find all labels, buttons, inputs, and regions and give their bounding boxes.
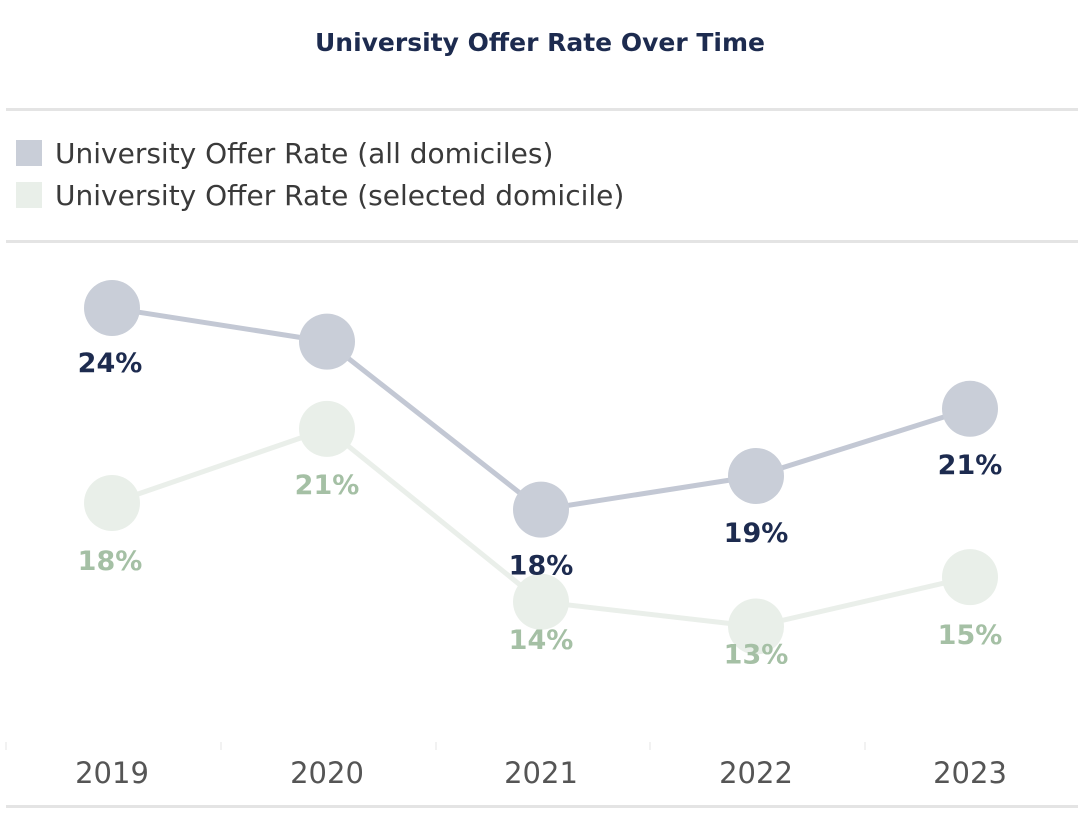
divider-bottom — [6, 805, 1078, 808]
x-tick-label-2019: 2019 — [75, 756, 149, 790]
legend-swatch-all-domiciles — [16, 140, 42, 166]
point-all-domiciles-2019 — [84, 280, 140, 336]
point-selected-domicile-2020 — [299, 400, 355, 457]
point-selected-domicile-2023 — [942, 549, 998, 606]
data-label-all-domiciles-2019: 24% — [78, 348, 143, 379]
data-label-all-domiciles-2022: 19% — [724, 518, 789, 549]
legend-label-all-domiciles: University Offer Rate (all domiciles) — [55, 136, 554, 170]
point-all-domiciles-2021 — [513, 481, 569, 538]
data-label-all-domiciles-2021: 18% — [509, 551, 574, 582]
data-label-selected-domicile-2023: 15% — [938, 620, 1003, 651]
point-selected-domicile-2021 — [513, 573, 569, 630]
point-all-domiciles-2023 — [942, 380, 998, 437]
x-tick-label-2021: 2021 — [504, 756, 578, 790]
point-selected-domicile-2019 — [84, 475, 140, 531]
x-tick-label-2020: 2020 — [290, 756, 364, 790]
data-label-selected-domicile-2021: 14% — [509, 625, 574, 656]
data-label-selected-domicile-2020: 21% — [295, 470, 360, 501]
point-all-domiciles-2022 — [728, 448, 784, 504]
data-label-all-domiciles-2023: 21% — [938, 450, 1003, 481]
legend-swatch-selected-domicile — [16, 182, 42, 208]
point-all-domiciles-2020 — [299, 313, 355, 370]
series-line-all-domiciles — [111, 305, 971, 513]
data-label-selected-domicile-2019: 18% — [78, 546, 143, 577]
legend-label-selected-domicile: University Offer Rate (selected domicile… — [55, 178, 625, 212]
divider-legend — [6, 240, 1078, 243]
x-tick-label-2022: 2022 — [719, 756, 793, 790]
data-label-selected-domicile-2022: 13% — [724, 640, 789, 671]
legend-item-selected-domicile[interactable]: University Offer Rate (selected domicile… — [16, 174, 624, 216]
point-selected-domicile-2022 — [728, 598, 784, 655]
chart-title: University Offer Rate Over Time — [314, 28, 766, 57]
x-tick-label-2023: 2023 — [933, 756, 1007, 790]
legend: University Offer Rate (all domiciles) Un… — [16, 132, 624, 216]
divider-top — [6, 108, 1078, 111]
legend-item-all-domiciles[interactable]: University Offer Rate (all domiciles) — [16, 132, 624, 174]
